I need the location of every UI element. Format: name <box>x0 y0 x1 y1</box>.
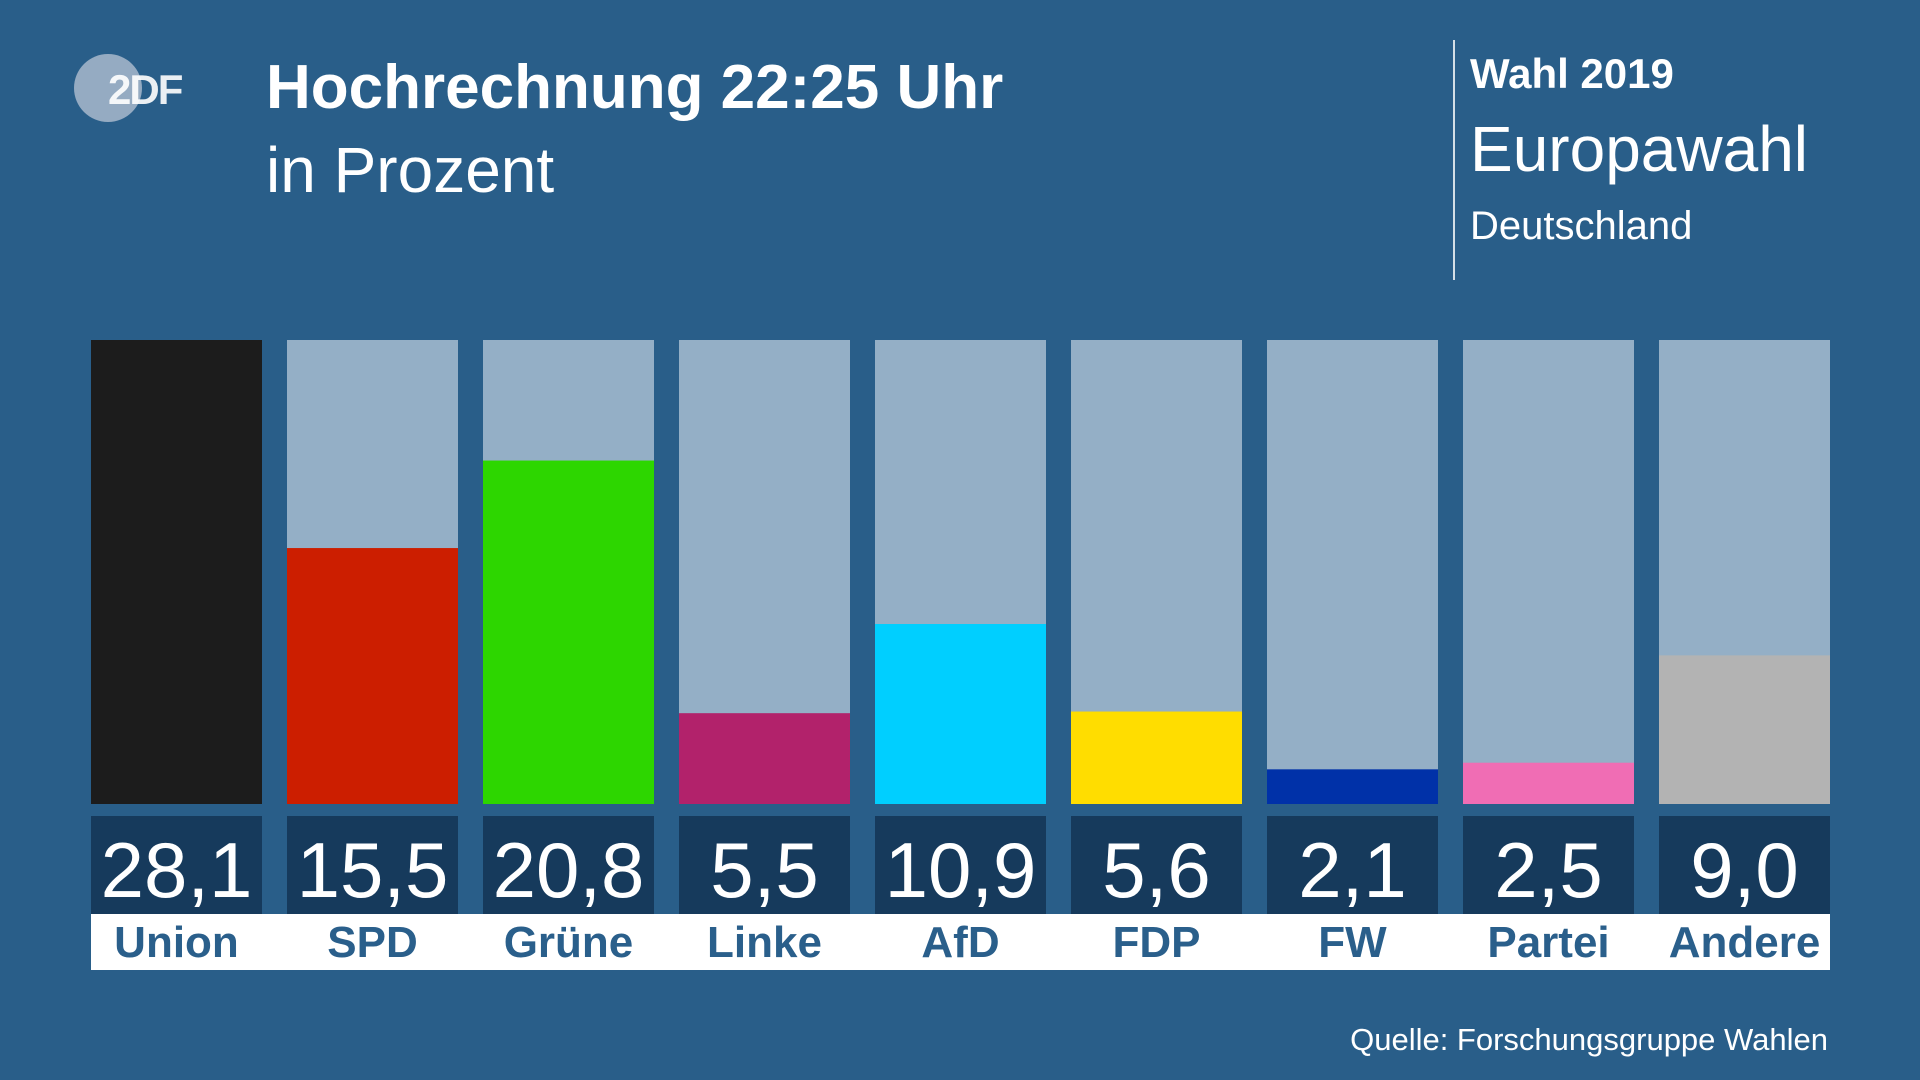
category-label-union: Union <box>114 918 239 967</box>
data-label-afd: 10,9 <box>884 826 1037 914</box>
chart-subtitle: in Prozent <box>266 134 555 206</box>
bar-afd <box>875 624 1046 804</box>
bar-track-fw <box>1267 340 1438 804</box>
value-box-spd <box>287 816 458 914</box>
header-divider <box>1453 40 1455 280</box>
data-label-fdp: 5,6 <box>1102 826 1211 914</box>
chart-title: Hochrechnung 22:25 Uhr <box>266 53 1004 122</box>
value-box-andere <box>1659 816 1830 914</box>
bar-andere <box>1659 655 1830 804</box>
category-label-fdp: FDP <box>1112 918 1201 967</box>
category-label-gruene: Grüne <box>503 918 634 967</box>
category-label-linke: Linke <box>707 918 822 967</box>
category-label-andere: Andere <box>1668 918 1821 967</box>
value-box-gruene <box>483 816 654 914</box>
bar-union <box>91 340 262 804</box>
value-box-fw <box>1267 816 1438 914</box>
data-label-union: 28,1 <box>100 826 253 914</box>
data-label-andere: 9,0 <box>1690 826 1799 914</box>
data-label-partei: 2,5 <box>1494 826 1603 914</box>
data-label-gruene: 20,8 <box>492 826 645 914</box>
value-box-afd <box>875 816 1046 914</box>
bar-fdp <box>1071 711 1242 804</box>
bar-gruene <box>483 460 654 804</box>
election-name: Europawahl <box>1470 113 1808 185</box>
value-box-partei <box>1463 816 1634 914</box>
bar-partei <box>1463 762 1634 804</box>
value-box-union <box>91 816 262 914</box>
category-label-fw: FW <box>1318 918 1387 967</box>
data-label-fw: 2,1 <box>1298 826 1407 914</box>
zdf-logo-icon: 2DF <box>74 54 185 122</box>
zdf-logo-text: 2DF <box>108 66 183 113</box>
bar-fw <box>1267 769 1438 804</box>
data-label-linke: 5,5 <box>710 826 819 914</box>
value-box-linke <box>679 816 850 914</box>
category-label-spd: SPD <box>327 918 418 967</box>
party-label-strip <box>91 914 1830 970</box>
bar-spd <box>287 548 458 804</box>
bar-linke <box>679 713 850 804</box>
source-note: Quelle: Forschungsgruppe Wahlen <box>1350 1022 1828 1057</box>
election-region: Deutschland <box>1470 204 1693 248</box>
category-label-partei: Partei <box>1487 918 1610 967</box>
category-label-afd: AfD <box>921 918 1000 967</box>
election-label: Wahl 2019 <box>1470 50 1674 97</box>
bar-track-partei <box>1463 340 1634 804</box>
data-label-spd: 15,5 <box>296 826 449 914</box>
value-box-fdp <box>1071 816 1242 914</box>
